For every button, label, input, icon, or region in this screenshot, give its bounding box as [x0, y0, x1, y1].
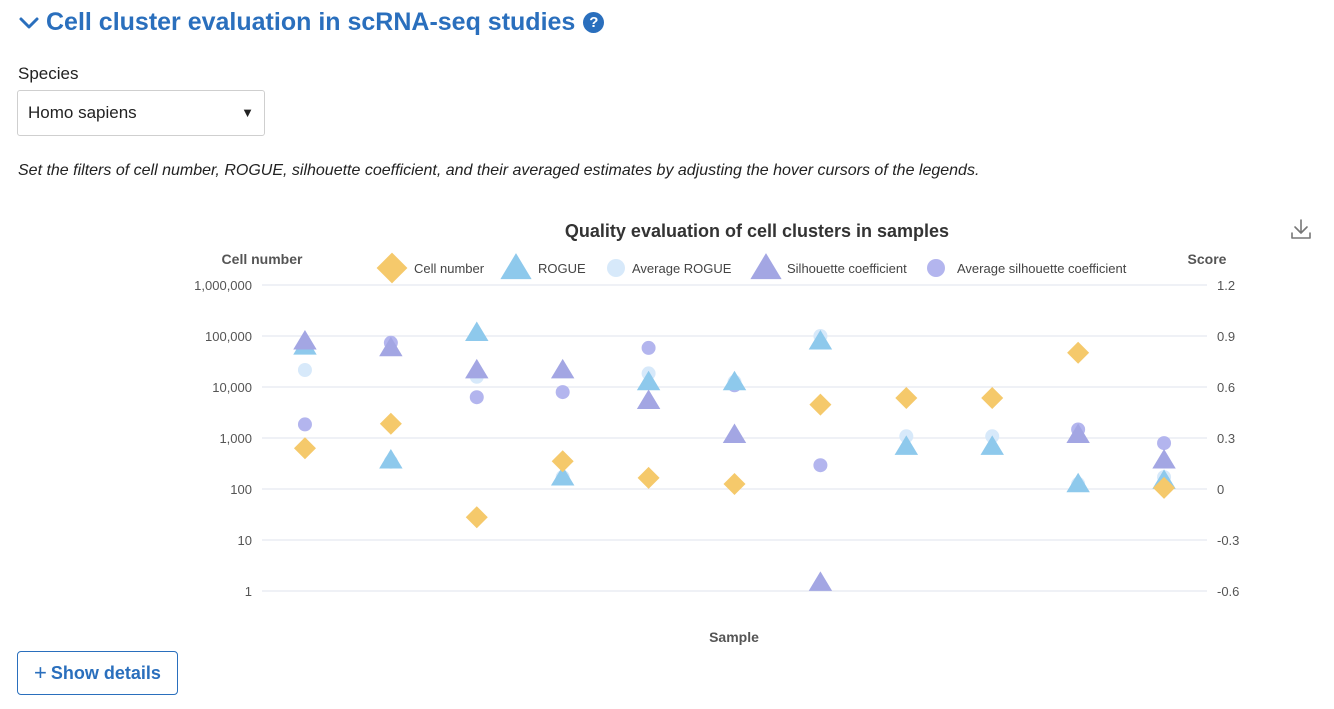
legend-label: Average ROGUE [632, 261, 732, 276]
right-tick-label: 1.2 [1217, 278, 1235, 293]
data-point [809, 393, 832, 416]
right-tick-label: 0.9 [1217, 329, 1235, 344]
legend-marker [607, 259, 625, 277]
legend-marker [750, 253, 782, 280]
quality-chart: 1 10 100 1,000 10,000 100,000 1,000,000 -0.6 -0.… [194, 221, 1239, 645]
plus-icon: + [34, 660, 47, 685]
data-point [293, 437, 316, 460]
data-point [555, 385, 570, 400]
data-point [1067, 341, 1090, 364]
data-point [1157, 436, 1172, 451]
data-point [550, 465, 575, 486]
legend-label: Cell number [414, 261, 485, 276]
data-point [297, 363, 312, 377]
left-tick-label: 1,000 [219, 431, 252, 446]
data-point [1066, 472, 1090, 493]
species-select-value: Homo sapiens [28, 103, 137, 122]
data-point [636, 389, 661, 409]
data-point [808, 329, 833, 350]
chart-title: Quality evaluation of cell clusters in s… [565, 221, 949, 241]
species-label: Species [18, 64, 79, 83]
section-title: Cell cluster evaluation in scRNA-seq stu… [46, 8, 576, 36]
legend-marker [927, 259, 945, 277]
data-point [723, 473, 746, 496]
data-point [379, 412, 402, 435]
data-point [379, 448, 403, 469]
left-axis-label: Cell number [222, 251, 303, 267]
right-axis-label: Score [1188, 251, 1227, 267]
data-point [465, 506, 488, 529]
left-tick-label: 1 [245, 584, 252, 599]
legend-label: Average silhouette coefficient [957, 261, 1127, 276]
data-point [1152, 448, 1176, 469]
right-tick-label: 0.3 [1217, 431, 1235, 446]
left-tick-label: 10 [238, 533, 252, 548]
data-point [895, 386, 918, 409]
data-point [894, 435, 919, 455]
data-point [722, 423, 747, 443]
data-point [1153, 476, 1176, 499]
data-point [469, 390, 484, 405]
right-tick-label: 0 [1217, 482, 1224, 497]
data-point [722, 370, 747, 391]
data-point [465, 358, 489, 379]
left-tick-label: 10,000 [212, 380, 252, 395]
data-point [1066, 423, 1090, 443]
legend-marker [500, 253, 532, 280]
data-point [465, 321, 489, 341]
data-point [637, 466, 660, 489]
data-point [981, 386, 1004, 409]
download-icon[interactable] [1290, 218, 1312, 240]
right-tick-label: 0.6 [1217, 380, 1235, 395]
left-tick-label: 1,000,000 [194, 278, 252, 293]
show-details-label: Show details [50, 662, 161, 683]
left-tick-label: 100 [230, 482, 252, 497]
legend-marker [376, 252, 408, 284]
x-axis-label: Sample [709, 629, 759, 645]
data-point [379, 336, 403, 357]
chevron-down-icon[interactable] [18, 12, 40, 34]
right-tick-label: -0.6 [1217, 584, 1239, 599]
left-tick-label: 100,000 [205, 329, 252, 344]
data-point [636, 370, 661, 391]
data-point [808, 571, 833, 591]
data-point [550, 358, 575, 379]
data-point [297, 417, 312, 432]
data-point [551, 450, 574, 473]
species-select[interactable]: Homo sapiens ▼ [17, 90, 265, 136]
legend-label: Silhouette coefficient [787, 261, 907, 276]
data-point [293, 329, 317, 350]
data-point [641, 340, 656, 355]
data-point [980, 435, 1004, 455]
right-tick-label: -0.3 [1217, 533, 1239, 548]
instruction-text: Set the filters of cell number, ROGUE, s… [18, 162, 980, 179]
dropdown-arrow-icon: ▼ [241, 105, 254, 120]
show-details-button[interactable]: + Show details [17, 651, 178, 695]
data-point [813, 458, 828, 473]
legend-label: ROGUE [538, 261, 586, 276]
help-icon[interactable]: ? [583, 12, 605, 33]
section-header[interactable]: Cell cluster evaluation in scRNA-seq stu… [18, 8, 605, 37]
